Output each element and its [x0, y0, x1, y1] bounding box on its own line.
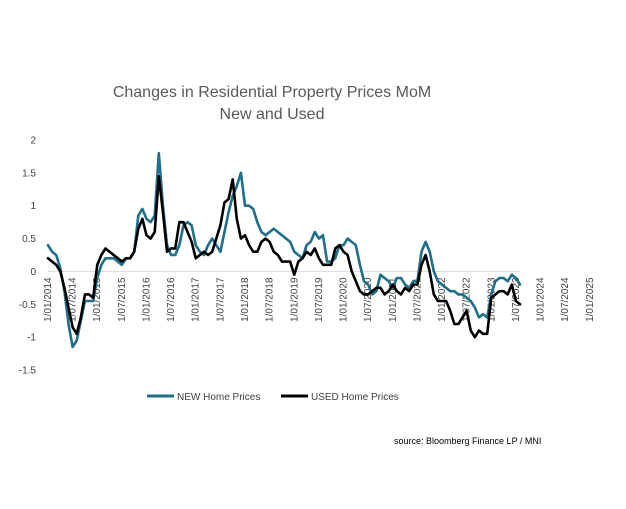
y-tick-label: 0 — [30, 267, 36, 278]
x-tick-label: 1/01/2017 — [191, 277, 202, 322]
chart-subtitle: New and Used — [220, 106, 325, 123]
x-tick-label: 1/07/2019 — [314, 277, 325, 322]
x-tick-label: 1/07/2020 — [363, 277, 374, 322]
legend-label-new: NEW Home Prices — [177, 392, 260, 403]
legend-label-used: USED Home Prices — [311, 392, 399, 403]
x-tick-label: 1/01/2019 — [289, 277, 300, 322]
x-tick-label: 1/07/2015 — [117, 277, 128, 322]
x-tick-label: 1/07/2021 — [412, 277, 423, 322]
y-tick-label: -1 — [27, 333, 36, 344]
y-tick-label: 1 — [30, 201, 36, 212]
x-tick-label: 1/01/2014 — [43, 277, 54, 322]
x-tick-label: 1/07/2016 — [166, 277, 177, 322]
x-tick-label: 1/01/2024 — [536, 277, 547, 322]
x-tick-label: 1/01/2025 — [585, 277, 596, 322]
x-tick-label: 1/07/2024 — [560, 277, 571, 322]
y-tick-label: -0.5 — [19, 300, 37, 311]
y-tick-label: 0.5 — [22, 234, 36, 245]
legend: NEW Home Prices USED Home Prices — [147, 392, 399, 403]
x-tick-label: 1/01/2016 — [142, 277, 153, 322]
source-note: source: Bloomberg Finance LP / MNI — [394, 436, 541, 446]
x-tick-label: 1/07/2014 — [68, 277, 79, 322]
y-axis: 2 1.5 1 0.5 0 -0.5 -1 -1.5 — [19, 136, 37, 377]
x-axis: 1/01/2014 1/07/2014 1/01/2015 1/07/2015 1/01… — [43, 277, 596, 322]
x-tick-label: 1/01/2020 — [339, 277, 350, 322]
x-tick-label: 1/01/2022 — [437, 277, 448, 322]
series-layer — [46, 151, 522, 349]
y-tick-label: 2 — [30, 136, 36, 147]
y-tick-label: 1.5 — [22, 168, 36, 179]
x-tick-label: 1/01/2021 — [388, 277, 399, 322]
y-tick-label: -1.5 — [19, 366, 37, 377]
x-tick-label: 1/07/2017 — [215, 277, 226, 322]
x-tick-label: 1/01/2018 — [240, 277, 251, 322]
series-line-used-home-prices — [46, 174, 522, 339]
x-tick-label: 1/07/2018 — [265, 277, 276, 322]
x-tick-label: 1/01/2015 — [92, 277, 103, 322]
chart-title: Changes in Residential Property Prices M… — [113, 84, 431, 101]
